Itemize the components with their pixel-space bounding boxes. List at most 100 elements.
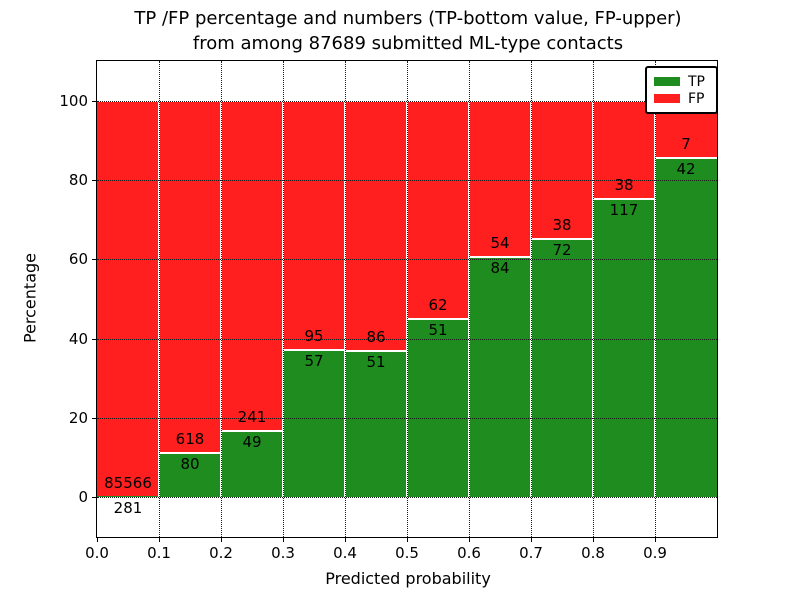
x-tick-label-0.5: 0.5 <box>395 544 419 562</box>
annotation-tp-count: 42 <box>676 160 696 179</box>
gridline-x <box>407 61 408 537</box>
y-tick-mark <box>92 259 96 261</box>
bar-segment-tp <box>407 318 469 498</box>
legend-entry-fp: FP <box>654 90 709 107</box>
annotation-tp-count: 49 <box>242 433 262 452</box>
x-tick-label-0.6: 0.6 <box>457 544 481 562</box>
x-tick-mark <box>593 538 594 542</box>
annotation-fp-count: 54 <box>490 233 510 252</box>
legend-swatch-fp <box>654 94 680 103</box>
annotation-tp-count: 281 <box>113 499 143 518</box>
bar-bin-0.5 <box>407 100 469 498</box>
x-tick-label-0.1: 0.1 <box>147 544 171 562</box>
bar-segment-fp <box>221 100 283 431</box>
annotation-tp-count: 57 <box>304 351 324 370</box>
x-tick-mark <box>283 538 284 542</box>
annotation-tp-count: 51 <box>428 321 448 340</box>
bar-segment-tp <box>221 430 283 498</box>
legend: TP FP <box>645 66 718 114</box>
bar-bin-0.1 <box>159 100 221 498</box>
annotation-tp-count: 51 <box>366 352 386 371</box>
bar-segment-tp <box>97 496 159 498</box>
annotation-fp-count: 85566 <box>104 474 152 493</box>
y-tick-mark <box>92 418 96 419</box>
bar-segment-tp <box>655 157 717 498</box>
x-tick-mark <box>407 538 408 542</box>
gridline-x <box>159 61 160 537</box>
bar-segment-fp <box>159 100 221 452</box>
annotation-fp-count: 62 <box>428 296 448 315</box>
annotation-tp-count: 84 <box>490 258 510 277</box>
annotation-fp-count: 86 <box>366 327 386 346</box>
bar-segment-tp <box>469 255 531 498</box>
y-tick-label-60: 60 <box>68 250 88 269</box>
x-tick-label-0.8: 0.8 <box>581 544 605 562</box>
annotation-tp-count: 80 <box>180 454 200 473</box>
bar-segment-fp <box>97 100 159 497</box>
bar-bin-0.9 <box>655 100 717 498</box>
bar-segment-tp <box>283 348 345 498</box>
bar-segment-fp <box>469 100 531 256</box>
bar-bin-0.8 <box>593 100 655 498</box>
gridline-x <box>593 61 594 537</box>
gridline-x <box>283 61 284 537</box>
legend-swatch-tp <box>654 77 680 86</box>
y-tick-label-80: 80 <box>68 171 88 189</box>
gridline-x <box>655 61 656 537</box>
x-tick-label-0.7: 0.7 <box>519 544 543 562</box>
chart-title-line1: TP /FP percentage and numbers (TP-bottom… <box>134 8 682 29</box>
bar-bin-0.4 <box>345 100 407 498</box>
bar-segment-fp <box>283 100 345 349</box>
gridline-x <box>345 61 346 537</box>
annotation-fp-count: 95 <box>304 326 324 345</box>
annotation-fp-count: 38 <box>614 175 634 194</box>
bar-segment-tp <box>159 451 221 498</box>
bar-bin-0.0 <box>97 100 159 498</box>
annotation-fp-count: 7 <box>681 135 691 154</box>
gridline-x <box>221 61 222 537</box>
annotation-fp-count: 618 <box>175 429 205 448</box>
y-tick-mark <box>92 497 96 499</box>
bar-segment-tp <box>345 349 407 498</box>
x-tick-label-0.2: 0.2 <box>209 544 233 562</box>
annotation-fp-count: 241 <box>237 408 267 427</box>
bar-segment-fp <box>407 100 469 319</box>
bar-segment-tp <box>531 237 593 498</box>
bar-bin-0.2 <box>221 100 283 498</box>
bar-bin-0.6 <box>469 100 531 498</box>
gridline-x <box>531 61 532 537</box>
x-tick-label-0.9: 0.9 <box>643 544 667 562</box>
chart-title-line2: from among 87689 submitted ML-type conta… <box>192 33 624 54</box>
x-tick-label-0.4: 0.4 <box>333 544 357 562</box>
bar-segment-tp <box>593 197 655 498</box>
annotation-fp-count: 38 <box>552 215 572 234</box>
bar-bin-0.7 <box>531 100 593 498</box>
bar-segment-fp <box>593 100 655 198</box>
y-tick-label-0: 0 <box>78 488 88 507</box>
y-axis-label: Percentage <box>20 252 40 344</box>
y-tick-label-20: 20 <box>68 409 88 427</box>
x-tick-mark <box>531 538 532 542</box>
x-tick-mark <box>469 538 470 542</box>
x-tick-mark <box>655 538 656 542</box>
annotation-tp-count: 117 <box>609 200 639 219</box>
bar-segment-fp <box>531 100 593 238</box>
plot-area: 85566 281 618 80 241 49 95 57 86 51 62 51 54 84 38 72 38… <box>96 60 718 538</box>
legend-label-fp: FP <box>688 90 705 107</box>
y-tick-mark <box>92 338 96 340</box>
x-axis-label: Predicted probability <box>325 569 491 588</box>
x-tick-mark <box>97 538 98 542</box>
y-tick-label-100: 100 <box>59 91 88 110</box>
y-tick-mark <box>92 100 96 102</box>
y-tick-label-40: 40 <box>68 329 88 348</box>
legend-label-tp: TP <box>688 73 705 90</box>
bar-segment-fp <box>345 100 407 350</box>
y-tick-mark <box>92 180 96 181</box>
x-tick-mark <box>221 538 222 542</box>
x-tick-mark <box>345 538 346 542</box>
gridline-x <box>469 61 470 537</box>
annotation-tp-count: 72 <box>552 240 572 259</box>
legend-entry-tp: TP <box>654 73 709 90</box>
x-tick-label-0.0: 0.0 <box>85 544 109 562</box>
